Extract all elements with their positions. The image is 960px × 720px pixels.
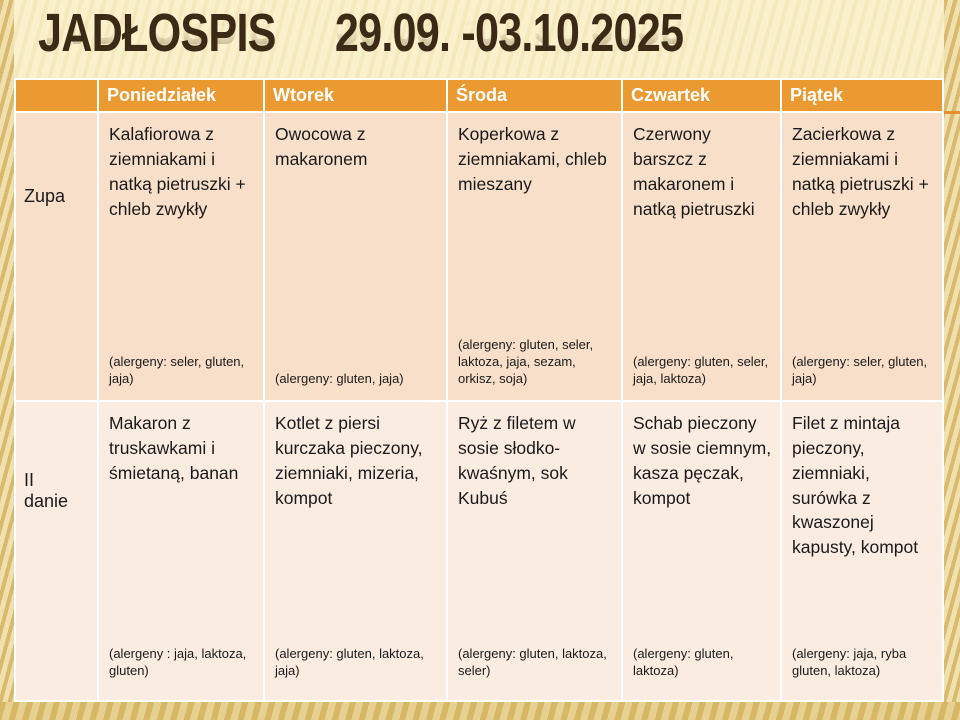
menu-cell-soup-tuesday: Owocowa z makaronem (alergeny: gluten, j… [265, 113, 446, 400]
dish-text: Owocowa z makaronem [275, 124, 368, 169]
allergen-text: (alergeny: gluten, seler, jaja, laktoza) [633, 353, 769, 386]
allergen-text: (alergeny: gluten, laktoza, jaja) [275, 645, 424, 678]
menu-cell-soup-monday: Kalafiorowa z ziemniakami i natką pietru… [99, 113, 263, 400]
slide-title-zone: JADŁOSPIS 29.09. -03.10.2025 JADŁOSPIS 2… [38, 0, 844, 113]
day-header-monday: Poniedziałek [99, 80, 263, 111]
allergen-text: (alergeny: gluten, laktoza, seler) [458, 645, 607, 678]
allergen-text: (alergeny : jaja, laktoza, gluten) [109, 645, 247, 678]
menu-cell-main-wednesday: Ryż z filetem w sosie słodko-kwaśnym, so… [448, 402, 621, 700]
left-stripe-band [0, 0, 14, 720]
right-stripe-band [944, 0, 960, 720]
dish-text: Kalafiorowa z ziemniakami i natką pietru… [109, 124, 246, 219]
dish-text: Koperkowa z ziemniakami, chleb mieszany [458, 124, 607, 194]
dish-text: Czerwony barszcz z makaronem i natką pie… [633, 124, 755, 219]
corner-cell [16, 80, 97, 111]
day-header-friday: Piątek [782, 80, 942, 111]
title-dates: 29.09. -03.10.2025 [334, 3, 684, 63]
allergen-text: (alergeny: seler, gluten, jaja) [109, 353, 245, 386]
allergen-text: (alergeny: seler, gluten, jaja) [792, 353, 928, 386]
dish-text: Ryż z filetem w sosie słodko-kwaśnym, so… [458, 413, 576, 508]
dish-text: Zacierkowa z ziemniakami i natką pietrus… [792, 124, 929, 219]
menu-cell-main-tuesday: Kotlet z piersi kurczaka pieczony, ziemn… [265, 402, 446, 700]
allergen-text: (alergeny: jaja, ryba gluten, laktoza) [792, 645, 907, 678]
title-word-reflection: JADŁOSPIS [38, 0, 276, 56]
bottom-stripe-band [0, 702, 960, 720]
row-label-text: Zupa [24, 186, 66, 206]
dish-text: Schab pieczony w sosie ciemnym, kasza pę… [633, 413, 772, 508]
menu-cell-soup-wednesday: Koperkowa z ziemniakami, chleb mieszany … [448, 113, 621, 400]
slide-title-reflection: JADŁOSPIS 29.09. -03.10.2025 [38, 0, 684, 56]
header-accent-line [944, 111, 960, 114]
menu-cell-soup-thursday: Czerwony barszcz z makaronem i natką pie… [623, 113, 780, 400]
allergen-text: (alergeny: gluten, jaja) [275, 370, 404, 386]
menu-cell-soup-friday: Zacierkowa z ziemniakami i natką pietrus… [782, 113, 942, 400]
row-label-soup: Zupa [16, 113, 97, 400]
day-header-thursday: Czwartek [623, 80, 780, 111]
menu-cell-main-friday: Filet z mintaja pieczony, ziemniaki, sur… [782, 402, 942, 700]
row-label-main-course: II danie [16, 402, 97, 700]
dish-text: Filet z mintaja pieczony, ziemniaki, sur… [792, 413, 919, 558]
row-label-text: II danie [24, 470, 69, 511]
allergen-text: (alergeny: gluten, laktoza) [633, 645, 734, 678]
menu-cell-main-thursday: Schab pieczony w sosie ciemnym, kasza pę… [623, 402, 780, 700]
day-header-tuesday: Wtorek [265, 80, 446, 111]
title-dates-reflection: 29.09. -03.10.2025 [334, 0, 684, 56]
day-header-wednesday: Środa [448, 80, 621, 111]
title-word: JADŁOSPIS [38, 3, 276, 63]
dish-text: Kotlet z piersi kurczaka pieczony, ziemn… [275, 413, 423, 508]
dish-text: Makaron z truskawkami i śmietaną, banan [109, 413, 239, 483]
menu-table: Poniedziałek Wtorek Środa Czwartek Piąte… [14, 78, 944, 702]
allergen-text: (alergeny: gluten, seler, laktoza, jaja,… [458, 336, 594, 386]
menu-cell-main-monday: Makaron z truskawkami i śmietaną, banan … [99, 402, 263, 700]
slide-title: JADŁOSPIS 29.09. -03.10.2025 [38, 3, 684, 63]
